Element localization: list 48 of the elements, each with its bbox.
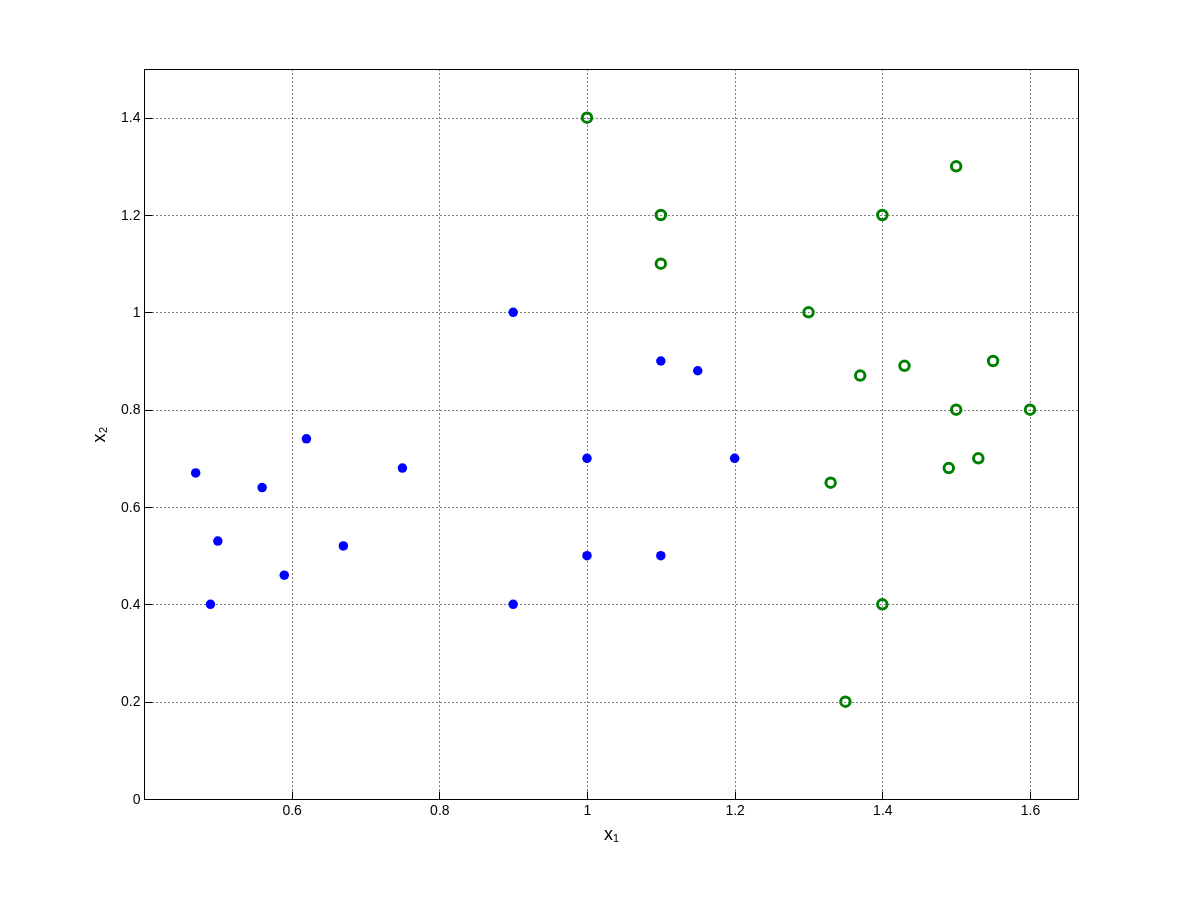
- x-tick-label: 1.2: [725, 801, 746, 818]
- point: [656, 550, 666, 561]
- point: [876, 208, 889, 222]
- point: [257, 482, 267, 493]
- y-tick-label: 0.4: [121, 595, 141, 612]
- point: [693, 366, 703, 376]
- point: [582, 550, 592, 561]
- point: [972, 452, 985, 465]
- point: [582, 453, 592, 464]
- point: [279, 570, 290, 580]
- point: [839, 695, 852, 708]
- point: [898, 359, 911, 373]
- x-axis-title: x₁: [603, 823, 620, 844]
- point: [729, 453, 740, 464]
- y-tick-label: 1.2: [121, 206, 141, 223]
- y-tick-label: 0.2: [121, 693, 141, 710]
- point: [508, 599, 518, 610]
- point: [213, 536, 223, 546]
- x-tick-label: 0.8: [430, 801, 450, 818]
- point: [949, 160, 963, 173]
- point: [949, 403, 963, 416]
- x-tick-label: 1: [583, 801, 592, 818]
- point: [508, 307, 518, 318]
- point: [190, 468, 201, 478]
- x-tick-label: 0.6: [282, 801, 303, 818]
- y-tick-label: 0.8: [121, 401, 141, 418]
- point: [654, 208, 668, 222]
- point: [1023, 403, 1037, 416]
- point: [942, 461, 956, 475]
- y-tick-label: 0.6: [121, 498, 141, 515]
- point: [397, 463, 408, 473]
- y-tick-label: 1: [132, 303, 141, 320]
- y-tick-label: 1.4: [121, 109, 141, 126]
- point: [986, 354, 1000, 368]
- x-tick-label: 1.4: [873, 801, 893, 818]
- point: [205, 599, 216, 610]
- point: [338, 541, 349, 551]
- y-axis-title: x₂: [89, 426, 110, 443]
- point: [656, 356, 666, 366]
- point: [580, 111, 594, 124]
- point: [824, 476, 837, 489]
- point: [802, 306, 815, 319]
- point: [301, 434, 312, 444]
- point: [654, 257, 668, 270]
- y-tick-label: 0: [132, 790, 141, 807]
- x-tick-label: 1.6: [1020, 801, 1041, 818]
- point: [853, 369, 867, 382]
- point: [876, 598, 889, 611]
